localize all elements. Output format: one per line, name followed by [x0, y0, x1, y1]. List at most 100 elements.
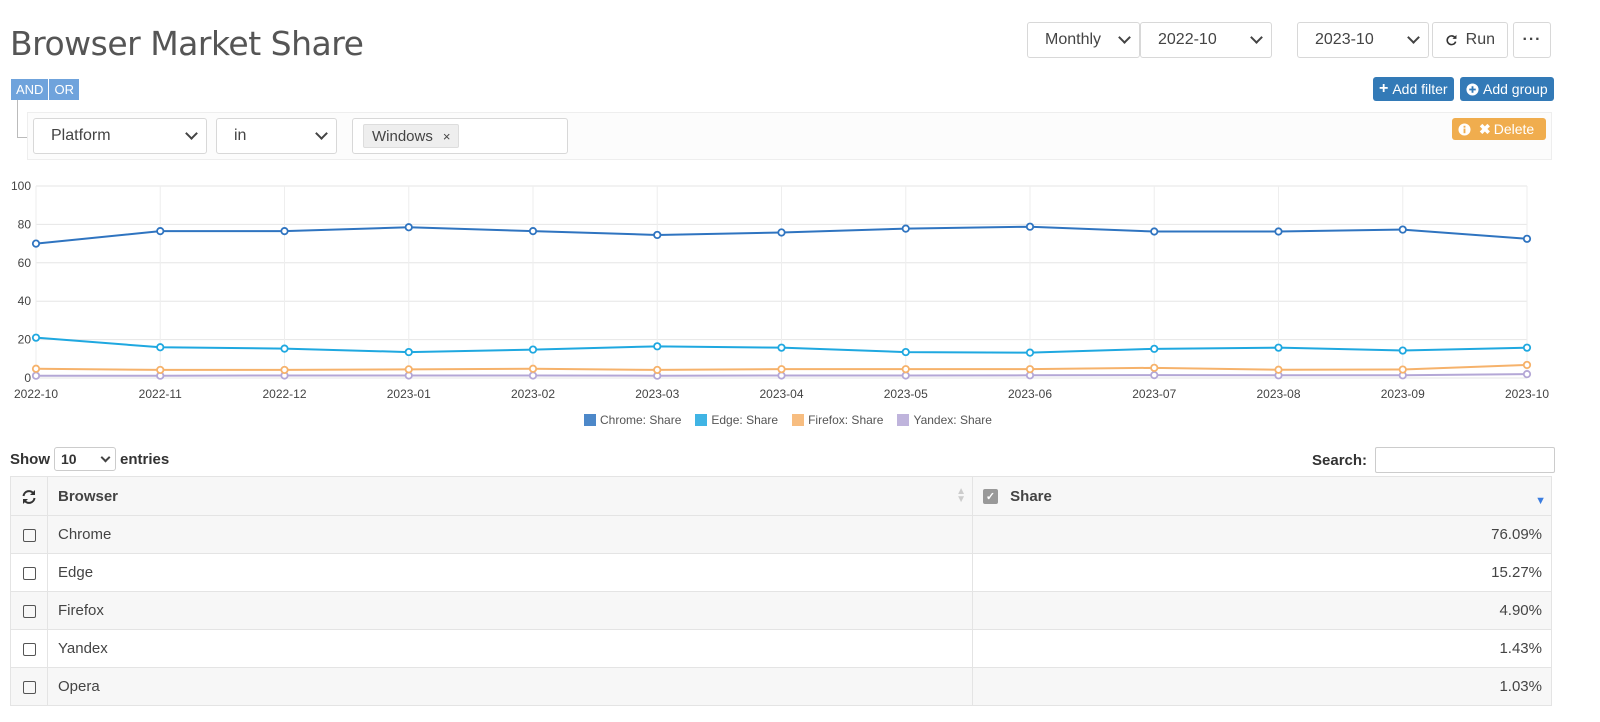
y-tick-label: 100 — [11, 179, 31, 193]
more-options-button[interactable]: ··· — [1513, 22, 1551, 58]
checkbox-checked-icon[interactable]: ✓ — [983, 489, 998, 505]
share-cell: 1.03% — [972, 667, 1552, 706]
add-group-label: Add group — [1483, 81, 1548, 97]
data-point — [653, 230, 662, 240]
data-point — [528, 227, 538, 236]
legend-item[interactable]: Firefox: Share — [792, 413, 883, 427]
x-tick-label: 2022-10 — [14, 387, 58, 401]
filter-operator-select[interactable]: in — [216, 118, 337, 154]
legend-swatch — [897, 414, 910, 426]
x-tick-label: 2023-01 — [387, 387, 431, 401]
or-button[interactable]: OR — [48, 79, 79, 100]
add-group-button[interactable]: Add group — [1460, 77, 1554, 101]
refresh-column-header[interactable] — [10, 476, 48, 516]
share-column-label: Share — [1010, 487, 1052, 505]
data-point — [31, 364, 41, 373]
data-point — [280, 365, 289, 375]
row-checkbox[interactable] — [22, 680, 36, 694]
legend-item[interactable]: Edge: Share — [695, 413, 778, 427]
table-row[interactable]: Firefox 4.90% — [10, 591, 1552, 630]
browser-column-label: Browser — [58, 487, 119, 505]
y-tick-label: 0 — [24, 371, 31, 385]
sort-descending-icon: ▼ — [1535, 495, 1546, 507]
chevron-down-icon — [185, 127, 198, 140]
and-or-toggle: AND OR — [11, 79, 79, 100]
data-point — [31, 371, 41, 380]
close-icon: ✖ — [1479, 120, 1491, 137]
data-point — [404, 223, 413, 232]
data-point — [1274, 365, 1283, 374]
delete-rule-button[interactable]: ✖ Delete — [1452, 118, 1546, 140]
chevron-down-icon — [1250, 31, 1263, 44]
data-point — [404, 347, 413, 357]
data-point — [1025, 348, 1035, 357]
data-point — [528, 371, 538, 380]
add-filter-button[interactable]: + Add filter — [1373, 77, 1454, 101]
data-point — [1522, 370, 1532, 379]
data-point — [528, 364, 538, 373]
row-checkbox[interactable] — [22, 566, 36, 580]
filter-value-input[interactable]: Windows × — [352, 118, 568, 154]
data-point — [901, 365, 910, 374]
market-share-chart: 0 20 40 60 80 100 2022-10 2022-11 2022-12 2023-01… — [11, 179, 1549, 401]
add-filter-label: Add filter — [1392, 81, 1448, 97]
run-button[interactable]: Run — [1432, 22, 1508, 58]
remove-tag-icon[interactable]: × — [442, 128, 451, 144]
table-row[interactable]: Yandex 1.43% — [10, 629, 1552, 668]
x-tick-label: 2023-09 — [1381, 387, 1425, 401]
table-row[interactable]: Opera 1.03% — [10, 667, 1552, 706]
legend-item[interactable]: Chrome: Share — [584, 413, 681, 427]
legend-item[interactable]: Yandex: Share — [897, 413, 992, 427]
refresh-icon — [1446, 34, 1457, 46]
share-cell: 4.90% — [972, 591, 1552, 630]
share-column-header[interactable]: ✓ Share ▼ — [972, 476, 1552, 516]
data-point — [1150, 227, 1159, 236]
x-tick-label: 2023-03 — [635, 387, 679, 401]
from-date-select[interactable]: 2022-10 — [1140, 22, 1272, 58]
and-button[interactable]: AND — [11, 79, 49, 100]
data-point — [901, 224, 910, 233]
ellipsis-icon: ··· — [1522, 31, 1542, 48]
table-length-control: Show 10 entries — [10, 447, 169, 471]
entries-label: entries — [120, 450, 170, 468]
run-label: Run — [1465, 31, 1495, 48]
row-checkbox[interactable] — [22, 604, 36, 618]
period-value: Monthly — [1045, 31, 1102, 48]
table-row[interactable]: Edge 15.27% — [10, 553, 1552, 592]
data-point — [280, 227, 289, 236]
data-point — [1274, 343, 1283, 352]
page-title: Browser Market Share — [10, 24, 364, 63]
legend-swatch — [584, 414, 596, 426]
x-tick-label: 2023-02 — [511, 387, 555, 401]
legend-label: Firefox: Share — [808, 413, 884, 427]
data-point — [1025, 222, 1035, 231]
row-checkbox[interactable] — [22, 642, 36, 656]
browser-column-header[interactable]: Browser ▲ ▼ — [47, 476, 973, 516]
data-point — [31, 239, 41, 248]
entries-select[interactable]: 10 — [54, 447, 116, 471]
filter-operator-value: in — [234, 127, 247, 144]
data-point — [280, 344, 289, 353]
table-header-row: Browser ▲ ▼ ✓ Share ▼ — [10, 476, 1552, 516]
filter-field-select[interactable]: Platform — [33, 118, 207, 154]
y-tick-label: 60 — [18, 256, 32, 270]
x-tick-label: 2023-07 — [1132, 387, 1176, 401]
search-input[interactable] — [1375, 447, 1556, 473]
data-point — [528, 345, 538, 354]
share-cell: 15.27% — [972, 553, 1552, 592]
legend-swatch — [792, 414, 805, 426]
to-date-select[interactable]: 2023-10 — [1297, 22, 1429, 58]
y-tick-label: 80 — [18, 217, 32, 231]
x-tick-label: 2023-05 — [884, 387, 928, 401]
data-point — [1150, 363, 1159, 372]
data-point — [777, 365, 786, 374]
sort-icon: ▲ ▼ — [956, 485, 966, 505]
chevron-down-icon — [1407, 31, 1420, 44]
data-point — [156, 227, 165, 236]
row-checkbox[interactable] — [22, 528, 36, 542]
legend-label: Chrome: Share — [600, 413, 682, 427]
data-point — [777, 343, 786, 352]
data-point — [653, 342, 662, 351]
table-row[interactable]: Chrome 76.09% — [10, 515, 1552, 554]
period-select[interactable]: Monthly — [1027, 22, 1140, 58]
